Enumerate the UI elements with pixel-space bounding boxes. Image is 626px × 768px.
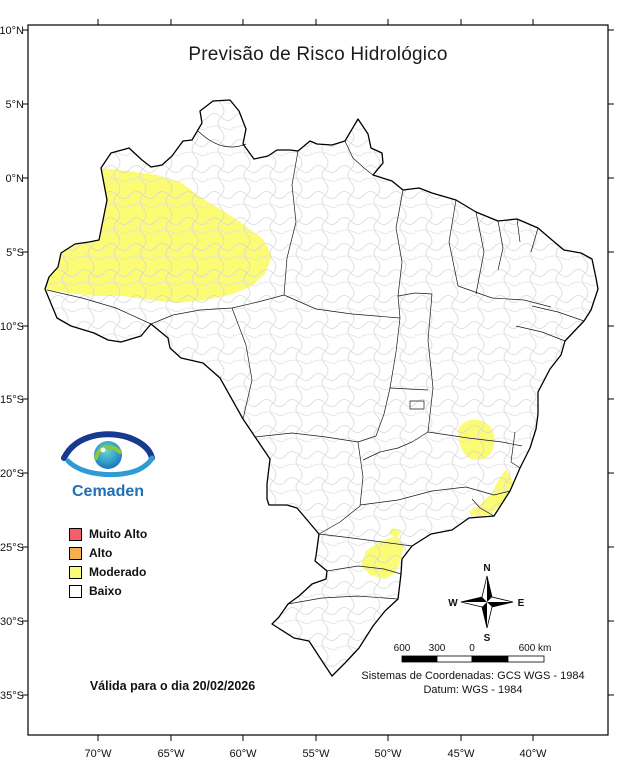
lon-axis-label: 60°W xyxy=(229,748,257,760)
lon-axis-label: 70°W xyxy=(84,748,112,760)
scale-label: 600 km xyxy=(519,643,552,654)
legend-item-baixo: Baixo xyxy=(69,584,147,598)
scale-label: 600 xyxy=(394,643,411,654)
cemaden-wordmark: Cemaden xyxy=(71,483,145,500)
lat-axis-label: 5°N xyxy=(6,99,25,111)
legend-swatch-muito-alto xyxy=(69,527,82,541)
legend-swatch-alto xyxy=(69,546,82,560)
risk-legend: Muito Alto Alto Moderado Baixo xyxy=(69,527,147,603)
legend-item-alto: Alto xyxy=(69,546,147,560)
scale-label: 300 xyxy=(429,643,446,654)
lat-axis-label: 25°S xyxy=(0,542,24,554)
lat-axis-label: 10°S xyxy=(0,321,24,333)
lat-axis-label: 5°S xyxy=(6,247,24,259)
lon-axis-label: 45°W xyxy=(447,748,475,760)
page-title: Previsão de Risco Hidrológico xyxy=(188,44,448,65)
legend-swatch-baixo xyxy=(69,584,82,598)
country-outline xyxy=(44,99,599,677)
coordinate-system-line1: Sistemas de Coordenadas: GCS WGS - 1984 xyxy=(361,670,585,682)
coordinate-system-info: Sistemas de Coordenadas: GCS WGS - 1984 … xyxy=(337,670,609,697)
lat-axis-label: 15°S xyxy=(0,394,24,406)
municipality-boundaries xyxy=(45,100,598,676)
lon-axis-label: 55°W xyxy=(302,748,330,760)
compass-rose-icon: N E S W xyxy=(448,563,524,644)
compass-label-west: W xyxy=(448,598,458,609)
scale-label: 0 xyxy=(469,643,475,654)
validity-text: Válida para o dia 20/02/2026 xyxy=(89,679,256,693)
axis-ticks xyxy=(22,19,614,741)
lon-axis-label: 65°W xyxy=(157,748,185,760)
legend-swatch-moderado xyxy=(69,565,82,579)
coordinate-system-line2: Datum: WGS - 1984 xyxy=(423,683,523,696)
state-boundaries xyxy=(46,130,585,605)
compass-label-north: N xyxy=(483,563,490,574)
longitude-axis: 70°W 65°W 60°W 55°W 50°W 45°W 40°W xyxy=(84,748,547,760)
lat-axis-label: 35°S xyxy=(0,690,24,702)
compass-label-south: S xyxy=(484,633,491,644)
lat-axis-label: 10°N xyxy=(0,25,24,37)
legend-label: Muito Alto xyxy=(89,527,148,541)
lat-axis-label: 30°S xyxy=(0,616,24,628)
brazil-map xyxy=(44,99,599,677)
lon-axis-label: 50°W xyxy=(374,748,402,760)
cemaden-eye-icon xyxy=(61,431,155,478)
legend-label: Baixo xyxy=(89,584,122,598)
legend-label: Alto xyxy=(89,546,113,560)
lat-axis-label: 0°N xyxy=(6,173,25,185)
map-frame xyxy=(27,24,609,736)
cemaden-logo: Cemaden xyxy=(52,428,164,501)
lat-axis-label: 20°S xyxy=(0,468,24,480)
scale-bar: 600 300 0 600 km xyxy=(394,643,552,663)
latitude-axis: 10°N 5°N 0°N 5°S 10°S 15°S 20°S 25°S 30°… xyxy=(0,25,24,702)
lon-axis-label: 40°W xyxy=(519,748,547,760)
legend-item-muito-alto: Muito Alto xyxy=(69,527,147,541)
legend-label: Moderado xyxy=(89,565,147,579)
legend-item-moderado: Moderado xyxy=(69,565,147,579)
compass-label-east: E xyxy=(518,598,525,609)
